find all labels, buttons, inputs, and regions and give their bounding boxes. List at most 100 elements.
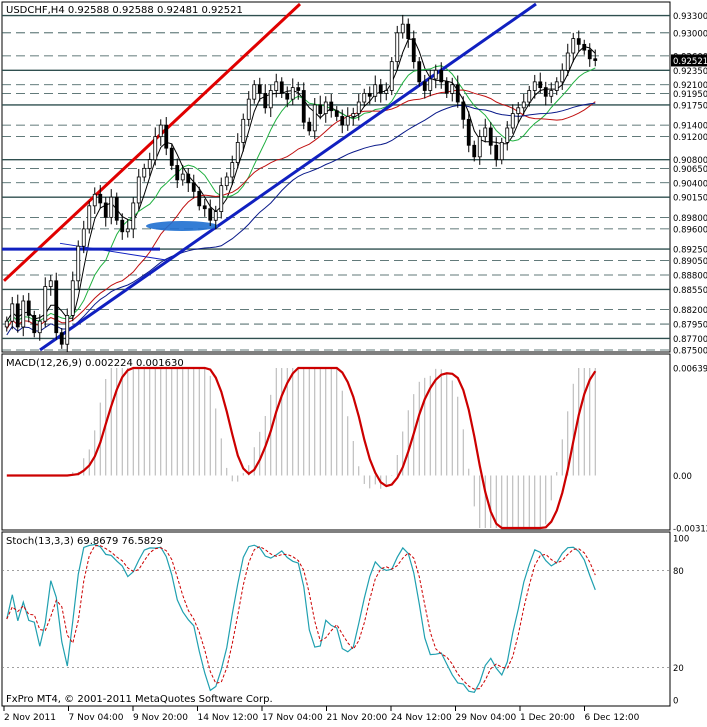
macd-tick-label: 0.00639 xyxy=(673,365,707,375)
candle-body xyxy=(197,191,202,207)
macd-signal-line xyxy=(6,366,597,530)
candle-body xyxy=(202,205,207,210)
candle-body xyxy=(54,280,59,334)
candle-body xyxy=(351,113,356,117)
candle-body xyxy=(186,173,191,184)
price-title: USDCHF,H4 0.92588 0.92588 0.92481 0.9252… xyxy=(6,5,243,16)
current-price-label: 0.92521 xyxy=(673,57,707,67)
candle-body xyxy=(109,196,114,218)
candle-body xyxy=(466,118,471,146)
candle-body xyxy=(43,286,48,322)
candle-body xyxy=(389,61,394,91)
footer-copyright: FxPro MT4, © 2001-2011 MetaQuotes Softwa… xyxy=(6,694,273,705)
stoch-tick-label: 20 xyxy=(673,664,684,674)
candle-body xyxy=(285,92,290,100)
blue-ellipse-marker xyxy=(146,221,218,232)
time-axis: 2 Nov 2011 7 Nov 04:00 9 Nov 20:00 14 Nov 1… xyxy=(3,706,640,723)
trend-lines xyxy=(2,2,537,352)
time-tick-label: 2 Nov 2011 xyxy=(4,713,56,723)
price-tick-label: 0.92100 xyxy=(673,81,707,91)
candle-body xyxy=(15,303,20,328)
candle-body xyxy=(208,208,213,221)
candle-body xyxy=(153,136,158,161)
macd-title: MACD(12,26,9) 0.002224 0.001630 xyxy=(6,358,184,369)
candle-body xyxy=(400,23,405,34)
price-tick-label: 0.89250 xyxy=(673,246,707,256)
candle-body xyxy=(395,32,400,63)
candle-body xyxy=(92,193,97,207)
candle-body xyxy=(323,101,328,114)
moving-average-line xyxy=(6,102,596,336)
candle-body xyxy=(301,90,306,123)
price-tick-label: 0.89600 xyxy=(673,225,707,235)
time-tick-label: 14 Nov 12:00 xyxy=(198,713,259,723)
candle-body xyxy=(76,245,81,282)
candle-body xyxy=(362,92,367,103)
price-tick-label: 0.92350 xyxy=(673,67,707,77)
time-tick-label: 21 Nov 20:00 xyxy=(327,713,388,723)
candle-body xyxy=(411,38,416,63)
candle-body xyxy=(180,173,185,181)
price-tick-label: 0.93000 xyxy=(673,29,707,39)
candle-body xyxy=(587,49,592,60)
macd-panel xyxy=(1,353,671,531)
stoch-tick-label: 0 xyxy=(673,697,678,707)
candle-body xyxy=(175,165,180,181)
stoch-panel xyxy=(1,531,671,707)
candle-body xyxy=(538,81,543,89)
candle-body xyxy=(384,90,389,94)
candle-body xyxy=(274,81,279,91)
candle-body xyxy=(576,38,581,45)
candle-body xyxy=(450,84,455,94)
candle-body xyxy=(125,228,130,233)
candle-body xyxy=(378,84,383,94)
current-price-box xyxy=(671,54,707,67)
candle-body xyxy=(114,196,119,221)
candle-body xyxy=(268,90,273,109)
candle-body xyxy=(191,182,196,192)
blue-trend-line xyxy=(39,2,537,352)
price-tick-label: 0.91950 xyxy=(673,90,707,100)
candle-body xyxy=(37,320,42,334)
candle-body xyxy=(582,43,587,51)
candle-body xyxy=(241,118,246,143)
price-tick-label: 0.89050 xyxy=(673,257,707,267)
price-tick-label: 0.90800 xyxy=(673,156,707,166)
candle-body xyxy=(455,84,460,103)
price-tick-label: 0.88800 xyxy=(673,272,707,282)
macd-tick-label: 0.00 xyxy=(673,472,692,482)
candle-body xyxy=(356,101,361,114)
candle-body xyxy=(499,141,504,161)
candle-body xyxy=(565,52,570,71)
price-tick-label: 0.91400 xyxy=(673,122,707,132)
price-tick-label: 0.90400 xyxy=(673,179,707,189)
price-tick-label: 0.87950 xyxy=(673,321,707,331)
candle-body xyxy=(87,205,92,230)
candle-body xyxy=(329,101,334,112)
candle-body xyxy=(10,303,15,322)
candle-body xyxy=(224,176,229,187)
candle-body xyxy=(103,202,108,218)
stoch-tick-label: 100 xyxy=(673,535,689,545)
price-axis: 0.933000.930000.926000.923500.921000.919… xyxy=(671,12,707,357)
moving-averages xyxy=(6,38,596,336)
macd-tick-label: -0.00312 xyxy=(673,525,707,535)
candle-body xyxy=(510,113,515,129)
price-tick-label: 0.91750 xyxy=(673,101,707,111)
candle-body xyxy=(334,110,339,117)
moving-average-line xyxy=(6,89,596,330)
candle-body xyxy=(169,147,174,166)
stoch-tick-label: 80 xyxy=(673,567,684,577)
candle-body xyxy=(318,104,323,114)
candle-body xyxy=(560,69,565,83)
candle-body xyxy=(252,84,257,100)
price-tick-label: 0.87700 xyxy=(673,335,707,345)
price-tick-label: 0.90150 xyxy=(673,194,707,204)
candle-body xyxy=(483,127,488,138)
candle-body xyxy=(472,144,477,158)
candle-body xyxy=(444,81,449,94)
candle-body xyxy=(521,101,526,109)
candle-body xyxy=(477,136,482,158)
candle-body xyxy=(439,69,444,83)
